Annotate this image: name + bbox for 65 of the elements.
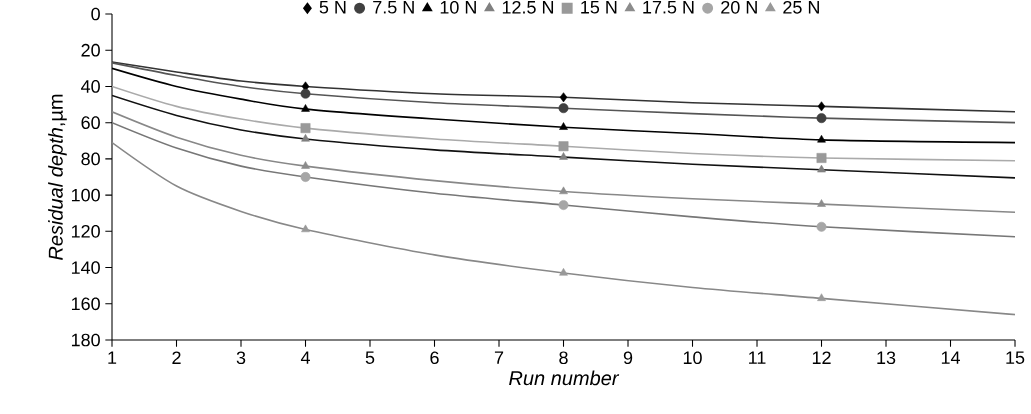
- point: [558, 103, 569, 114]
- y-tick-label: 60: [81, 116, 100, 130]
- point: [301, 161, 310, 169]
- x-tick-label: 2: [172, 351, 181, 364]
- point: [301, 134, 310, 142]
- point: [816, 113, 827, 124]
- legend-label: 17.5 N: [643, 1, 694, 14]
- point: [300, 172, 311, 182]
- x-tick-label: 7: [494, 351, 504, 364]
- point: [559, 152, 568, 160]
- y-tick-label: 100: [71, 188, 100, 202]
- point: [558, 200, 569, 211]
- line-series: [112, 121, 1016, 238]
- point: [817, 199, 826, 207]
- x-tick-label: 1: [108, 351, 117, 364]
- x-tick-label: 10: [683, 351, 702, 365]
- x-tick-label: 11: [749, 351, 766, 364]
- point: [301, 104, 310, 112]
- x-tick-label: 5: [365, 351, 375, 364]
- x-tick-label: 9: [623, 351, 633, 365]
- legend-label: 7.5 N: [373, 1, 414, 14]
- y-tick-label: 140: [71, 261, 100, 274]
- point: [559, 268, 568, 276]
- legend-label: 12.5 N: [502, 0, 554, 14]
- y-axis-title: Residual depth,µm: [48, 94, 67, 260]
- point: [301, 224, 310, 233]
- x-tick-label: 14: [941, 351, 960, 364]
- point: [300, 88, 311, 99]
- point: [300, 123, 311, 134]
- line-series: [112, 141, 1016, 316]
- legend-label: 10 N: [440, 0, 476, 14]
- x-tick-label: 4: [300, 351, 310, 364]
- line-series: [112, 94, 1016, 179]
- point: [816, 221, 827, 232]
- x-tick-label: 6: [430, 351, 439, 365]
- y-tick-label: 40: [81, 80, 100, 93]
- legend-label: 15 N: [581, 1, 617, 14]
- point: [817, 101, 826, 112]
- point: [817, 134, 826, 143]
- line-series: [112, 61, 1016, 113]
- point: [817, 164, 826, 173]
- point: [816, 153, 827, 163]
- point: [817, 293, 826, 301]
- y-tick-label: 160: [71, 297, 100, 311]
- legend-label: 25 N: [783, 0, 819, 14]
- x-tick-label: 13: [877, 351, 896, 365]
- x-tick-label: 12: [812, 351, 831, 364]
- point: [559, 122, 568, 130]
- y-tick-label: 180: [71, 333, 100, 347]
- x-tick-label: 8: [559, 351, 568, 365]
- legend-label: 5 N: [319, 1, 346, 14]
- legend-label: 20 N: [721, 0, 757, 14]
- line-series: [112, 62, 1016, 124]
- line-series: [112, 111, 1016, 214]
- x-axis-title: Run number: [509, 370, 620, 386]
- x-tick-label: 15: [1006, 351, 1025, 364]
- y-tick-label: 20: [81, 43, 100, 57]
- x-tick-label: 3: [236, 351, 246, 365]
- y-tick-label: 80: [81, 152, 100, 166]
- line-series: [112, 85, 1016, 162]
- point: [558, 141, 569, 152]
- point: [559, 186, 568, 195]
- y-tick-label: 120: [71, 224, 100, 238]
- point: [559, 92, 568, 103]
- y-tick-label: 0: [91, 7, 100, 21]
